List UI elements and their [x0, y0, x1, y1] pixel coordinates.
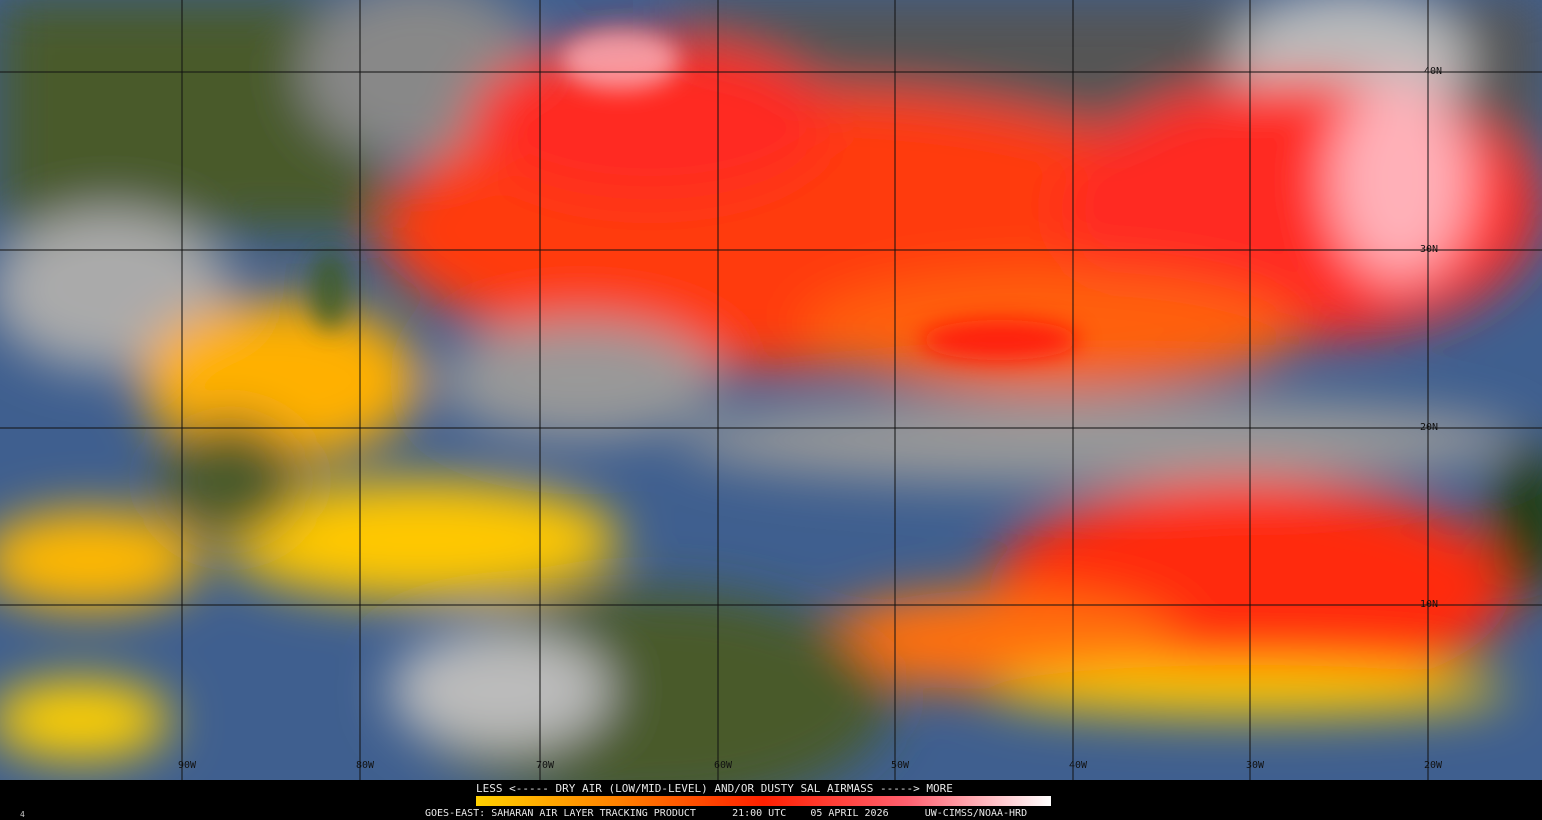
- lat-label: 30N: [1420, 244, 1439, 255]
- product-name: GOES-EAST: SAHARAN AIR LAYER TRACKING PR…: [425, 808, 696, 819]
- product-date: 05 APRIL 2026: [810, 808, 889, 819]
- lon-label: 40W: [1069, 760, 1088, 771]
- lat-label: 10N: [1420, 599, 1439, 610]
- lat-label: 20N: [1420, 422, 1439, 433]
- legend-title: LESS <----- DRY AIR (LOW/MID-LEVEL) AND/…: [476, 782, 953, 795]
- sal-imagery: [0, 0, 1542, 780]
- product-source: UW-CIMSS/NOAA-HRD: [924, 808, 1028, 819]
- lon-label: 50W: [891, 760, 910, 771]
- lat-label: 40N: [1424, 66, 1443, 77]
- lon-label: 30W: [1246, 760, 1265, 771]
- legend-color-bar: [476, 796, 1051, 806]
- satellite-map: 40N 30N 20N 10N 90W 80W 70W 60W 50W 40W …: [0, 0, 1542, 780]
- product-credit: GOES-EAST: SAHARAN AIR LAYER TRACKING PR…: [425, 808, 1027, 819]
- lon-label: 60W: [714, 760, 733, 771]
- legend-footer: LESS <----- DRY AIR (LOW/MID-LEVEL) AND/…: [0, 780, 1542, 820]
- lon-label: 80W: [356, 760, 375, 771]
- corner-mark: 4: [20, 810, 25, 819]
- lon-label: 20W: [1424, 760, 1443, 771]
- lon-label: 90W: [178, 760, 197, 771]
- lat-lon-grid: [0, 0, 1542, 780]
- product-time: 21:00 UTC: [732, 808, 787, 819]
- lon-label: 70W: [536, 760, 555, 771]
